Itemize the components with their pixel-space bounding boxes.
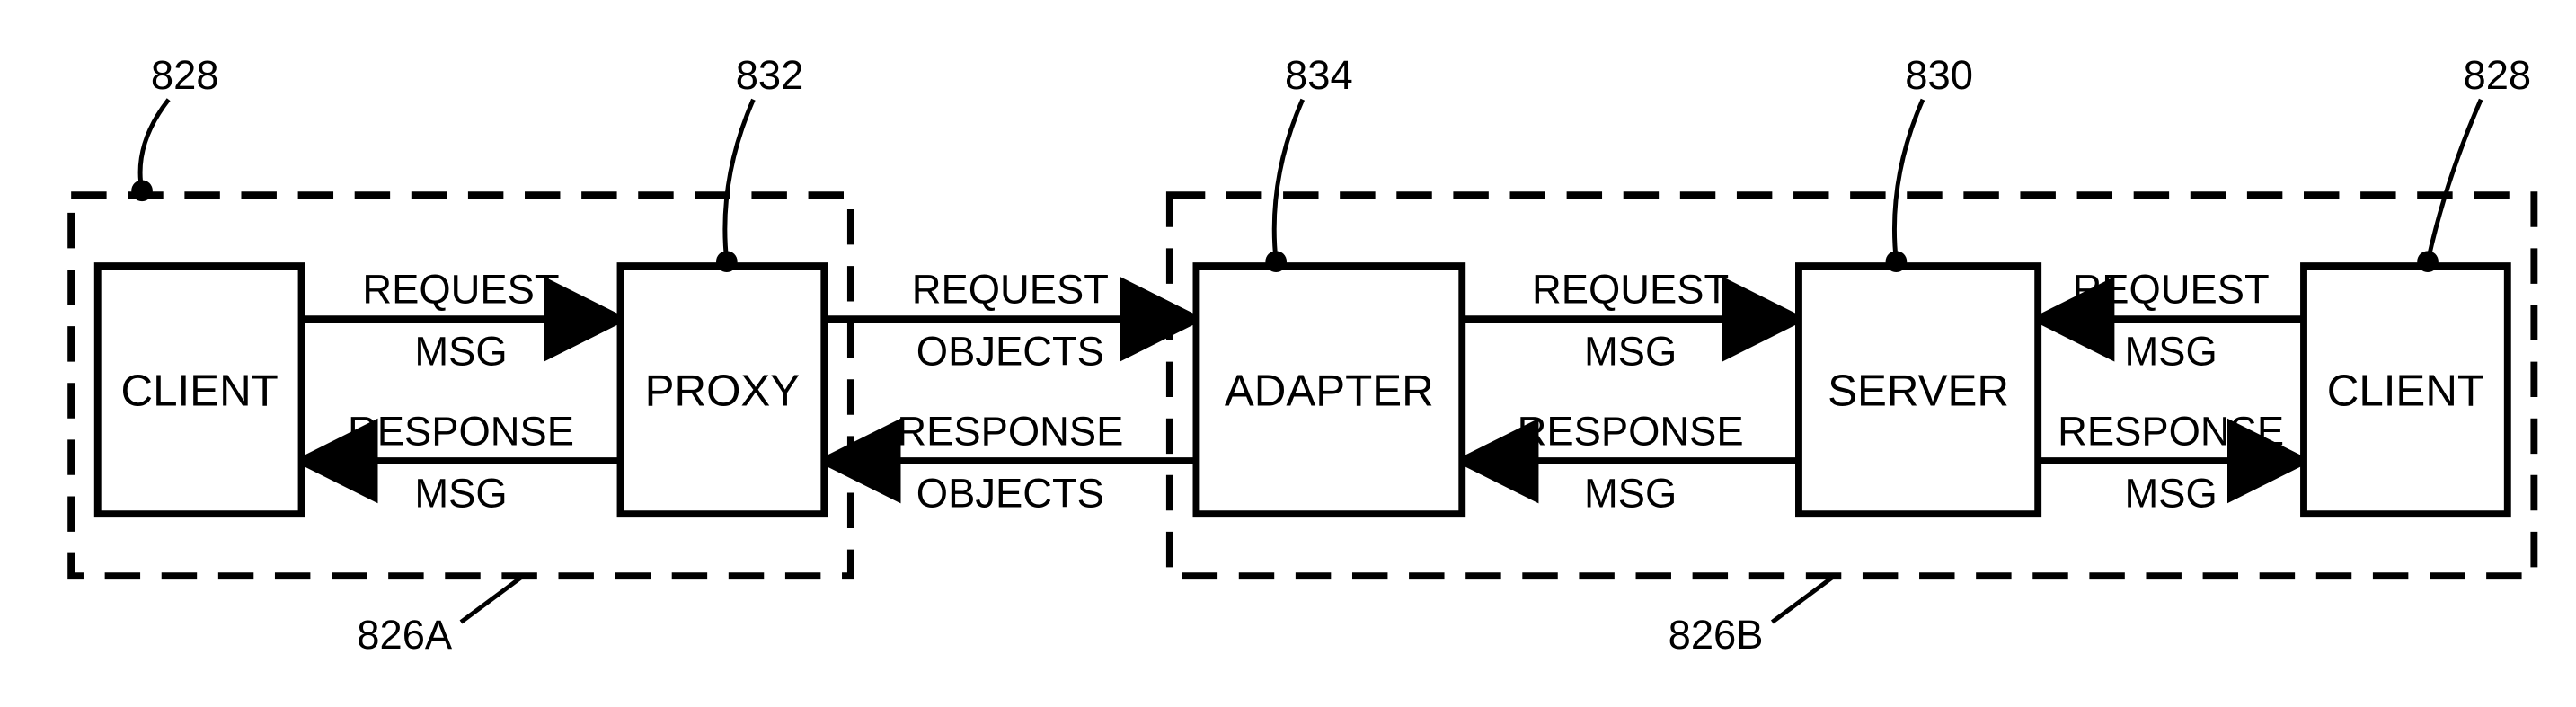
callout-leader <box>140 100 169 191</box>
flow-label-bottom: OBJECTS <box>916 329 1104 375</box>
server-label: SERVER <box>1828 366 2009 415</box>
group-leader <box>461 576 523 622</box>
proxy-label: PROXY <box>645 366 801 415</box>
callout-knob <box>716 251 738 272</box>
flow-label-top: REQUEST <box>2072 267 2269 313</box>
client_right-label: CLIENT <box>2327 366 2484 415</box>
flow-label-bottom: OBJECTS <box>916 470 1104 516</box>
callout-knob <box>1265 251 1287 272</box>
group-leader <box>1772 576 1834 622</box>
callout-leader <box>725 100 754 261</box>
flow-label-bottom: MSG <box>414 329 507 375</box>
flow-diagram: REQUEST MSG RESPONSE MSG REQUEST OBJECTS RESPO… <box>18 18 2558 689</box>
client_left-label: CLIENT <box>120 366 278 415</box>
flow-label-top: RESPONSE <box>1518 408 1744 454</box>
flow-label-top: REQUEST <box>362 267 559 313</box>
callout-label: 834 <box>1285 52 1353 98</box>
flow-label-bottom: MSG <box>1584 470 1677 516</box>
adapter-label: ADAPTER <box>1225 366 1434 415</box>
callout-label: 828 <box>151 52 219 98</box>
callout-knob <box>131 180 153 201</box>
flow-label-top: REQUEST <box>912 267 1109 313</box>
flow-label-bottom: MSG <box>414 470 507 516</box>
callout-leader <box>2428 100 2481 261</box>
group-ref-label: 826A <box>357 612 453 658</box>
callout-knob <box>2417 251 2439 272</box>
flow-label-top: RESPONSE <box>897 408 1123 454</box>
flow-label-bottom: MSG <box>2124 470 2217 516</box>
flow-label-top: REQUEST <box>1532 267 1729 313</box>
flow-label-bottom: MSG <box>2124 329 2217 375</box>
callout-label: 830 <box>1905 52 1973 98</box>
group-ref-label: 826B <box>1669 612 1764 658</box>
callout-leader <box>1274 100 1303 261</box>
flow-label-bottom: MSG <box>1584 329 1677 375</box>
callout-leader <box>1894 100 1923 261</box>
callout-knob <box>1886 251 1908 272</box>
flow-label-top: RESPONSE <box>2058 408 2284 454</box>
flow-label-top: RESPONSE <box>348 408 574 454</box>
callout-label: 832 <box>736 52 804 98</box>
callout-label: 828 <box>2463 52 2531 98</box>
